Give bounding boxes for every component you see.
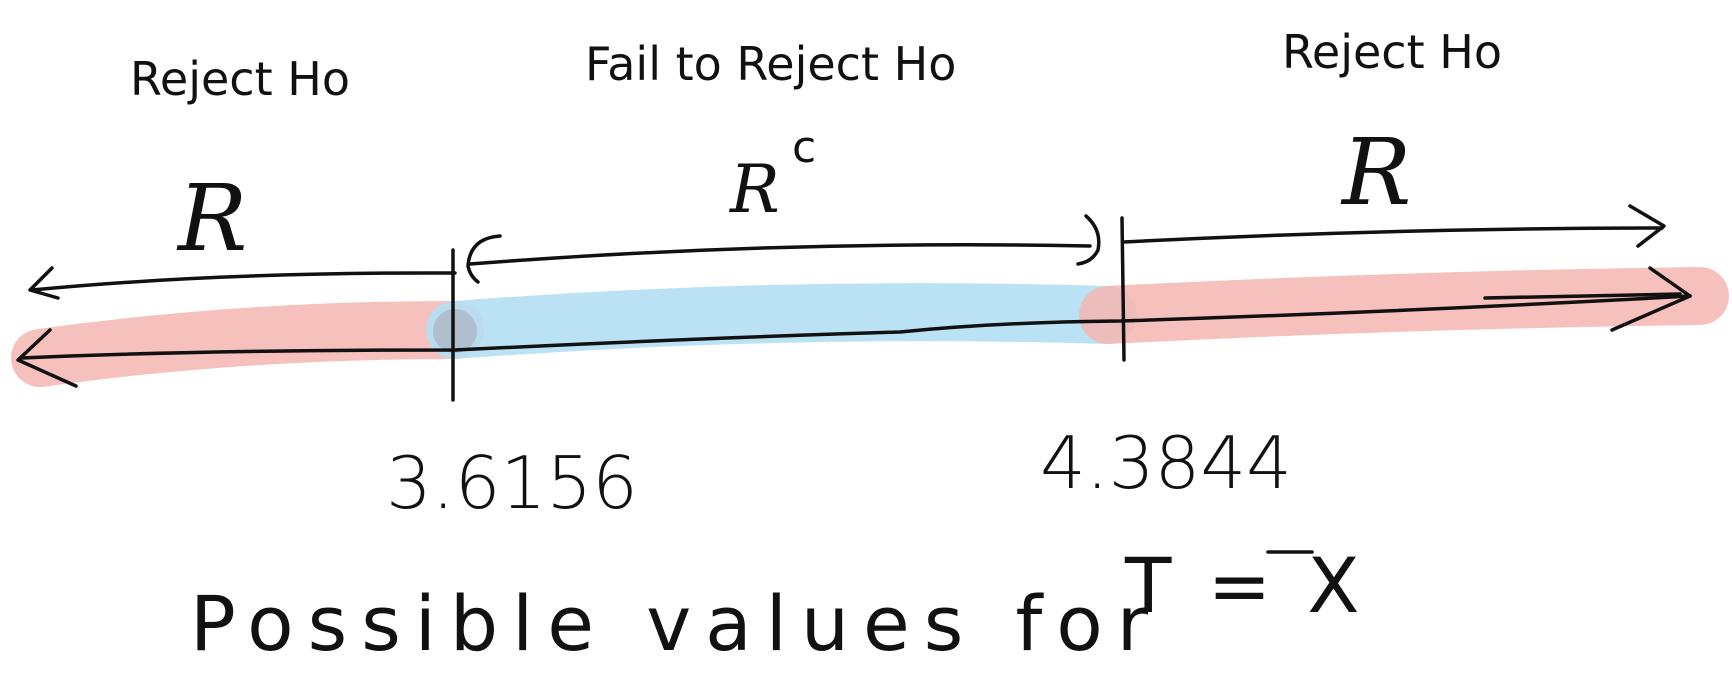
left-decision-label: Reject Ho: [130, 52, 350, 106]
middle-region-arrow-line: [468, 243, 1092, 266]
critical-value-labels: 3.6156 4.3844: [386, 421, 1292, 525]
middle-region-superscript: c: [792, 122, 816, 173]
middle-region-right-paren: [1076, 214, 1101, 266]
upper-critical-value: 4.3844: [1040, 421, 1292, 505]
lower-critical-value: 3.6156: [386, 441, 638, 525]
caption-statistic: T = X: [1124, 541, 1365, 630]
right-decision-label: Reject Ho: [1282, 25, 1502, 79]
middle-region-left-paren: [466, 234, 502, 284]
left-region-arrow-line: [30, 271, 457, 292]
middle-fail-to-reject-highlight: [426, 283, 1137, 359]
overlap-tint: [433, 309, 477, 353]
highlight-bands: [11, 267, 1729, 387]
number-line-right-arrowhead: [1610, 266, 1692, 332]
right-reject-highlight: [1079, 267, 1729, 344]
number-line-extra-stroke: [1483, 292, 1682, 300]
decision-labels: Reject Ho Fail to Reject Ho Reject Ho: [130, 25, 1502, 106]
left-region-symbol: R: [176, 165, 247, 272]
right-region-arrow-head: [1628, 204, 1666, 248]
region-span-arrows: [28, 204, 1666, 300]
middle-region-symbol: R: [729, 151, 780, 228]
right-region-symbol: R: [1340, 119, 1411, 226]
left-reject-highlight: [11, 301, 484, 387]
number-line-left-arrowhead: [16, 328, 78, 388]
number-line: [16, 266, 1692, 388]
caption: Possible values for T = X: [190, 541, 1365, 668]
region-symbols: R R c R: [176, 119, 1411, 272]
upper-critical-tick: [1120, 216, 1126, 362]
number-line-stroke: [20, 294, 1692, 360]
right-region-arrow-line: [1122, 226, 1664, 244]
caption-prefix: Possible values for: [190, 579, 1162, 668]
left-region-arrow-head: [28, 266, 60, 300]
middle-decision-label: Fail to Reject Ho: [585, 37, 956, 91]
